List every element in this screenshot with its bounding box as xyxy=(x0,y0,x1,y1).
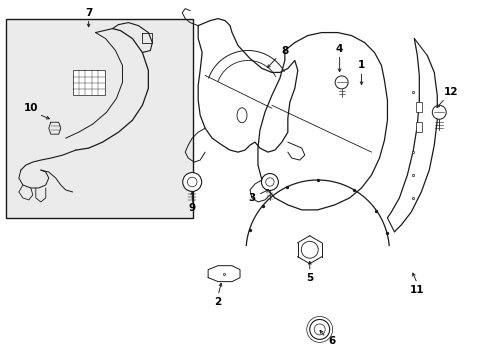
Text: 11: 11 xyxy=(409,284,424,294)
Circle shape xyxy=(261,174,278,190)
Text: 8: 8 xyxy=(281,45,288,55)
Text: 5: 5 xyxy=(305,273,313,283)
Text: 6: 6 xyxy=(327,336,335,346)
Bar xyxy=(6,19,193,218)
Circle shape xyxy=(309,319,329,339)
Text: 3: 3 xyxy=(248,193,255,203)
Circle shape xyxy=(301,241,318,258)
Text: 1: 1 xyxy=(357,60,365,71)
Circle shape xyxy=(314,324,325,335)
Text: 4: 4 xyxy=(335,44,343,54)
Circle shape xyxy=(187,177,197,187)
Bar xyxy=(415,122,422,132)
Ellipse shape xyxy=(237,108,246,123)
Circle shape xyxy=(183,172,201,192)
Bar xyxy=(73,71,104,95)
Text: 12: 12 xyxy=(443,87,458,97)
Text: 7: 7 xyxy=(85,8,92,18)
Text: 9: 9 xyxy=(188,203,195,213)
Circle shape xyxy=(334,76,347,89)
Circle shape xyxy=(265,178,274,186)
Text: 2: 2 xyxy=(214,297,221,306)
Text: 10: 10 xyxy=(23,103,38,113)
Bar xyxy=(415,102,422,112)
Circle shape xyxy=(431,105,446,119)
